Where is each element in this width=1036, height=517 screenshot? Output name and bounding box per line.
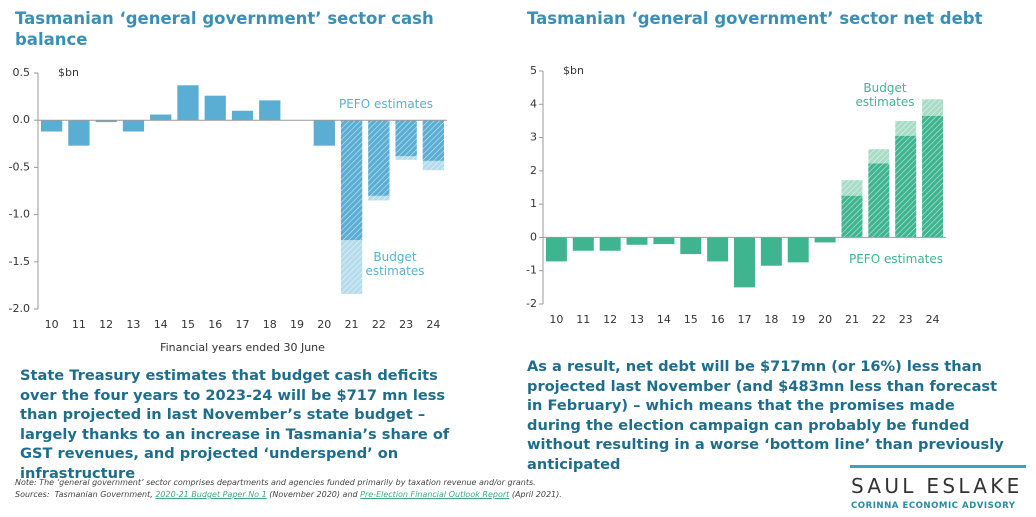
x-tick-label: 15 — [181, 318, 195, 331]
bar — [895, 135, 917, 238]
y-tick-label: -2.0 — [9, 302, 30, 315]
bar — [545, 237, 567, 262]
x-tick-label: 12 — [603, 313, 617, 326]
bar — [368, 120, 390, 196]
x-tick-label: 19 — [290, 318, 304, 331]
bar — [231, 110, 254, 121]
note: Note: The ‘general government’ sector co… — [15, 478, 536, 487]
text: (November 2020) and — [266, 490, 361, 499]
x-tick-label: 18 — [263, 318, 277, 331]
annotation: Budget estimates — [855, 81, 915, 109]
chart-title: Tasmanian ‘general government’ sector ca… — [15, 9, 434, 49]
bar — [653, 237, 675, 245]
x-tick-label: 11 — [576, 313, 590, 326]
x-tick-label: 10 — [549, 313, 563, 326]
brand-rule — [850, 465, 1026, 468]
bar — [177, 85, 199, 121]
x-tick-label: 22 — [372, 318, 386, 331]
x-tick-label: 18 — [764, 313, 778, 326]
bar — [572, 237, 594, 251]
bar — [787, 237, 809, 263]
chart-title: Tasmanian ‘general government’ sector ne… — [527, 9, 983, 28]
bar — [395, 120, 417, 157]
x-tick-label: 24 — [926, 313, 940, 326]
x-tick-label: 10 — [45, 318, 59, 331]
x-tick-label: 13 — [126, 318, 140, 331]
x-tick-label: 16 — [711, 313, 725, 326]
bar — [340, 120, 363, 241]
brand-tagline: CORINNA ECONOMIC ADVISORY — [851, 501, 1016, 511]
bar — [680, 237, 702, 255]
x-tick-label: 12 — [99, 318, 113, 331]
x-tick-label: 16 — [208, 318, 222, 331]
x-tick-label: 23 — [399, 318, 413, 331]
x-tick-label: 15 — [684, 313, 698, 326]
bar — [599, 237, 621, 251]
x-tick-label: 21 — [345, 318, 359, 331]
x-tick-label: 14 — [154, 318, 168, 331]
x-tick-label: 22 — [872, 313, 886, 326]
x-tick-label: 20 — [818, 313, 832, 326]
text: Sources: Tasmanian Government, — [15, 490, 156, 499]
y-tick-label: -1.0 — [9, 208, 30, 221]
brand-name: SAUL ESLAKE — [851, 474, 1023, 498]
bar — [707, 237, 729, 262]
y-axis-label: $bn — [58, 66, 79, 79]
bar — [841, 195, 863, 238]
bar — [68, 120, 90, 146]
bar — [40, 120, 63, 132]
y-tick-label: 2 — [530, 164, 537, 177]
y-tick-label: 3 — [530, 131, 537, 144]
bar — [734, 237, 755, 288]
y-tick-label: 0 — [530, 230, 537, 243]
bar — [922, 115, 944, 238]
x-tick-label: 23 — [899, 313, 913, 326]
x-tick-label: 19 — [791, 313, 805, 326]
bar — [626, 237, 648, 245]
annotation: PEFO estimates — [338, 97, 434, 111]
x-axis-label: Financial years ended 30 June — [160, 341, 325, 354]
y-tick-label: 1 — [530, 197, 537, 210]
y-tick-label: -1.5 — [9, 255, 30, 268]
x-tick-label: 17 — [738, 313, 752, 326]
bar — [150, 114, 172, 121]
x-tick-label: 24 — [426, 318, 440, 331]
commentary: As a result, net debt will be $717mn (or… — [527, 358, 1004, 473]
y-axis-label: $bn — [563, 64, 584, 77]
annotation: PEFO estimates — [848, 252, 944, 266]
commentary: State Treasury estimates that budget cas… — [20, 367, 450, 482]
bar — [313, 120, 335, 146]
bar — [868, 163, 890, 238]
bar — [814, 237, 836, 243]
text: (April 2021). — [509, 490, 562, 499]
y-tick-label: 0.5 — [13, 66, 31, 79]
x-tick-label: 17 — [236, 318, 250, 331]
bar — [760, 237, 782, 266]
x-tick-label: 20 — [317, 318, 331, 331]
y-tick-label: 0.0 — [13, 113, 31, 126]
y-tick-label: 5 — [530, 64, 537, 77]
x-tick-label: 13 — [630, 313, 644, 326]
y-tick-label: -1 — [526, 264, 537, 277]
bar — [204, 95, 226, 121]
bar — [122, 120, 145, 132]
link[interactable]: Pre-Election Financial Outlook Report — [360, 490, 510, 499]
link[interactable]: 2020-21 Budget Paper No 1 — [155, 490, 267, 499]
sources: Sources: Tasmanian Government, 2020-21 B… — [15, 490, 562, 499]
bar — [95, 120, 117, 123]
annotation: Budget estimates — [365, 250, 425, 278]
x-tick-label: 14 — [657, 313, 671, 326]
y-tick-label: -2 — [526, 297, 537, 310]
bar — [422, 120, 445, 161]
bar — [259, 100, 281, 121]
y-tick-label: -0.5 — [9, 160, 30, 173]
x-tick-label: 11 — [72, 318, 86, 331]
x-tick-label: 21 — [845, 313, 859, 326]
y-tick-label: 4 — [530, 97, 537, 110]
